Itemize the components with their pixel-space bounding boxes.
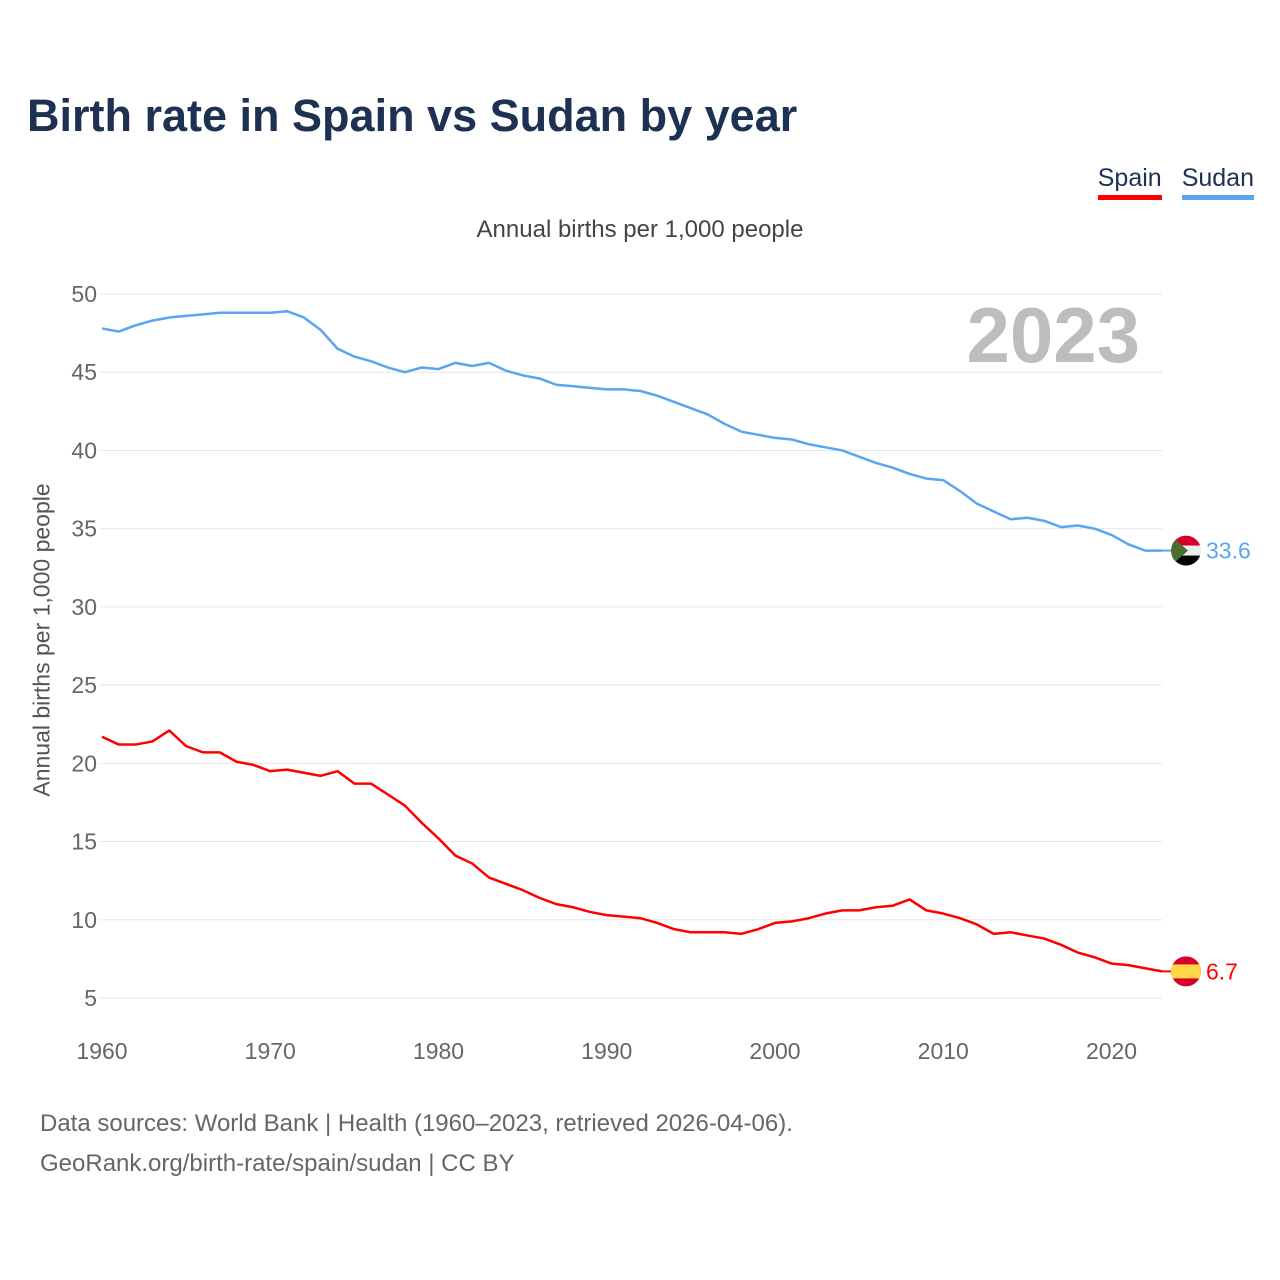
- y-tick-label: 30: [71, 594, 97, 620]
- flag-red: [1171, 535, 1201, 546]
- legend-spain[interactable]: Spain: [1097, 164, 1162, 200]
- chart-title: Birth rate in Spain vs Sudan by year: [27, 90, 798, 141]
- flag-yellow: [1171, 964, 1201, 979]
- y-tick-label: 20: [71, 750, 97, 776]
- chart-subtitle: Annual births per 1,000 people: [476, 216, 804, 243]
- end-value-label: 6.7: [1206, 958, 1238, 984]
- sudan-flag-icon: [1171, 535, 1201, 566]
- footer: Data sources: World Bank | Health (1960–…: [40, 1104, 793, 1184]
- x-tick-label: 2010: [918, 1038, 969, 1064]
- flag: [1171, 535, 1201, 566]
- y-tick-label: 10: [71, 907, 97, 933]
- data-source: Data sources: World Bank | Health (1960–…: [40, 1110, 793, 1137]
- y-tick-label: 35: [71, 516, 97, 542]
- x-tick-label: 2000: [749, 1038, 800, 1064]
- x-tick-label: 1960: [76, 1038, 127, 1064]
- y-tick-label: 50: [71, 281, 97, 307]
- end-value-label: 33.6: [1206, 538, 1251, 564]
- y-tick-label: 40: [71, 437, 97, 463]
- x-tick-label: 2020: [1086, 1038, 1137, 1064]
- flag: [1171, 956, 1201, 987]
- y-tick-label: 15: [71, 829, 97, 855]
- series-line-spain: [101, 729, 1163, 973]
- series-line-sudan: [101, 309, 1162, 552]
- x-tick-label: 1990: [581, 1038, 632, 1064]
- x-tick-label: 1980: [413, 1038, 464, 1064]
- y-tick-label: 5: [84, 985, 97, 1011]
- source-link[interactable]: GeoRank.org/birth-rate/spain/sudan | CC …: [40, 1150, 515, 1177]
- y-tick-label: 25: [71, 672, 97, 698]
- flag-black: [1171, 555, 1201, 566]
- y-tick-label: 45: [71, 359, 97, 385]
- year-watermark: 2023: [966, 291, 1140, 379]
- flag-green: [1171, 535, 1188, 566]
- x-tick-label: 1970: [245, 1038, 296, 1064]
- legend-sudan[interactable]: Sudan: [1181, 164, 1254, 200]
- legend: Spain Sudan: [1097, 164, 1254, 200]
- spain-flag-icon: [1171, 956, 1201, 987]
